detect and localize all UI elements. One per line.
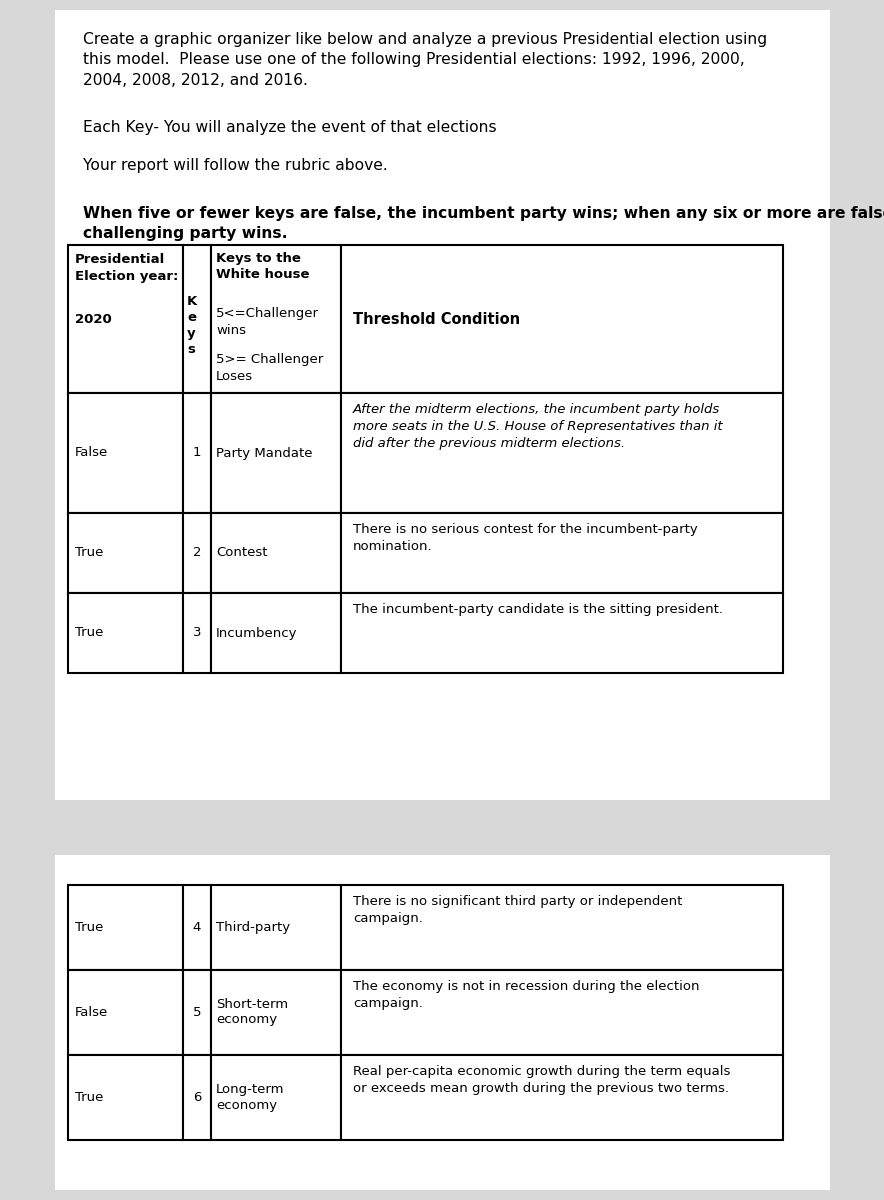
Text: Short-term
economy: Short-term economy (216, 998, 288, 1026)
Text: True: True (75, 922, 103, 934)
Bar (183, 593, 211, 673)
Text: K
e
y
s: K e y s (187, 295, 197, 356)
Text: When five or fewer keys are false, the incumbent party wins; when any six or mor: When five or fewer keys are false, the i… (83, 206, 884, 241)
Bar (211, 970, 341, 1055)
Bar (211, 1055, 341, 1140)
Bar (183, 245, 211, 392)
Text: 2: 2 (193, 546, 202, 559)
Bar (341, 245, 783, 392)
Text: Create a graphic organizer like below and analyze a previous Presidential electi: Create a graphic organizer like below an… (83, 32, 767, 88)
Text: Incumbency: Incumbency (216, 626, 298, 640)
Text: False: False (75, 1006, 108, 1019)
Text: 3: 3 (193, 626, 202, 640)
Bar (68, 593, 183, 673)
Bar (341, 593, 783, 673)
Text: 5<=Challenger
wins: 5<=Challenger wins (216, 307, 319, 336)
Text: Real per-capita economic growth during the term equals
or exceeds mean growth du: Real per-capita economic growth during t… (353, 1066, 730, 1094)
Bar (183, 886, 211, 970)
Text: Keys to the
White house: Keys to the White house (216, 252, 309, 282)
Bar (341, 970, 783, 1055)
Text: True: True (75, 626, 103, 640)
Text: True: True (75, 546, 103, 559)
Text: True: True (75, 1091, 103, 1104)
Text: Each Key- You will analyze the event of that elections: Each Key- You will analyze the event of … (83, 120, 497, 134)
Bar (68, 245, 183, 392)
Bar (211, 886, 341, 970)
Text: Contest: Contest (216, 546, 268, 559)
Bar (68, 970, 183, 1055)
Text: There is no serious contest for the incumbent-party
nomination.: There is no serious contest for the incu… (353, 523, 697, 553)
Text: After the midterm elections, the incumbent party holds
more seats in the U.S. Ho: After the midterm elections, the incumbe… (353, 403, 722, 450)
Text: The economy is not in recession during the election
campaign.: The economy is not in recession during t… (353, 980, 699, 1010)
Bar (211, 245, 341, 392)
Text: The incumbent-party candidate is the sitting president.: The incumbent-party candidate is the sit… (353, 602, 723, 616)
Text: 1: 1 (193, 446, 202, 460)
Text: Party Mandate: Party Mandate (216, 446, 313, 460)
Bar (341, 1055, 783, 1140)
Bar (183, 392, 211, 514)
Bar (341, 392, 783, 514)
Text: 6: 6 (193, 1091, 202, 1104)
Text: Presidential
Election year:: Presidential Election year: (75, 253, 179, 283)
Text: 2020: 2020 (75, 313, 111, 326)
Bar (341, 514, 783, 593)
Bar (211, 392, 341, 514)
Text: There is no significant third party or independent
campaign.: There is no significant third party or i… (353, 895, 682, 925)
Bar (183, 1055, 211, 1140)
Bar (211, 514, 341, 593)
Bar (68, 514, 183, 593)
Text: 4: 4 (193, 922, 202, 934)
Text: 5>= Challenger
Loses: 5>= Challenger Loses (216, 353, 324, 383)
Text: Your report will follow the rubric above.: Your report will follow the rubric above… (83, 158, 388, 173)
Bar (341, 886, 783, 970)
Text: False: False (75, 446, 108, 460)
Bar (55, 854, 830, 1190)
Text: Third-party: Third-party (216, 922, 290, 934)
Bar (68, 886, 183, 970)
Bar (68, 392, 183, 514)
Text: Long-term
economy: Long-term economy (216, 1084, 285, 1111)
Bar (183, 514, 211, 593)
Text: Threshold Condition: Threshold Condition (353, 312, 520, 326)
Bar (211, 593, 341, 673)
Bar (183, 970, 211, 1055)
Bar (55, 10, 830, 800)
Text: 5: 5 (193, 1006, 202, 1019)
Bar (68, 1055, 183, 1140)
